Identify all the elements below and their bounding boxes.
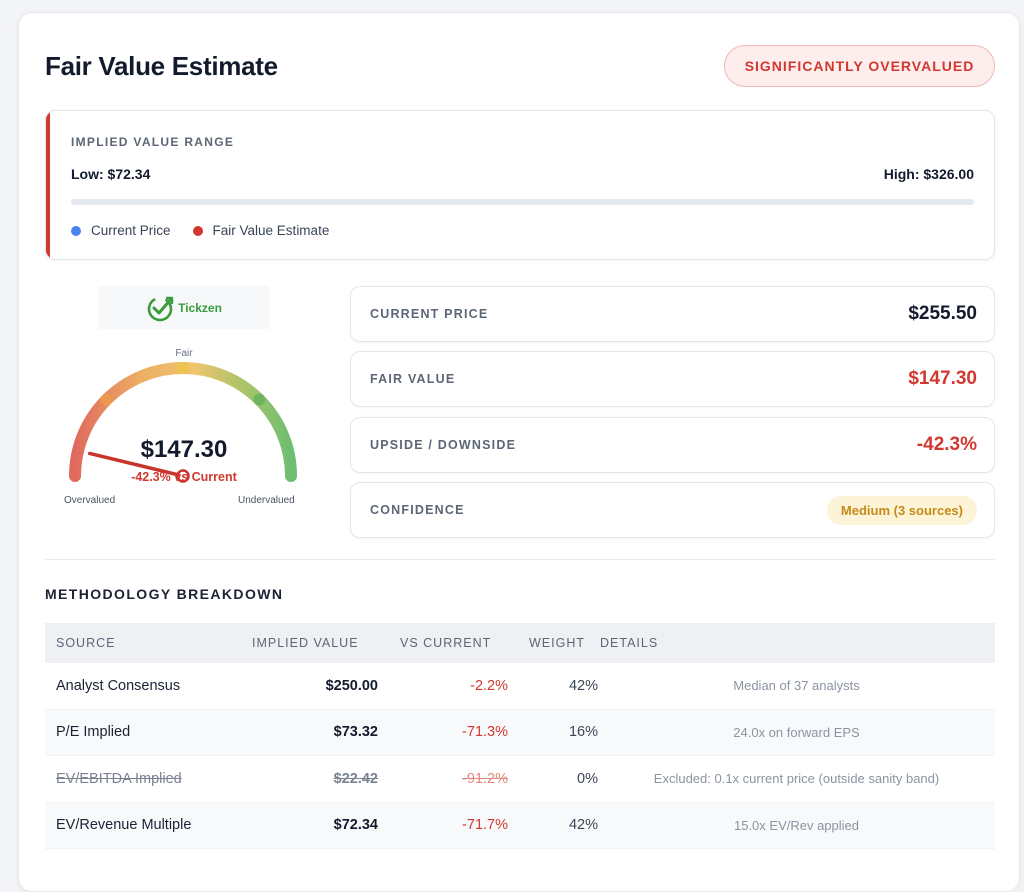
range-legend: Current Price Fair Value Estimate [71, 223, 329, 238]
valuation-status-badge: SIGNIFICANTLY OVERVALUED [724, 45, 995, 87]
cell-weight: 16% [568, 724, 598, 741]
cell-weight: 42% [568, 677, 598, 694]
gauge-dial [69, 362, 297, 483]
cell-weight: 0% [577, 770, 598, 787]
cell-details: Median of 37 analysts [733, 678, 860, 694]
methodology-table: SOURCE IMPLIED VALUE VS CURRENT WEIGHT D… [45, 623, 995, 849]
cell-source: P/E Implied [56, 724, 131, 741]
column-header-source: SOURCE [56, 636, 116, 650]
legend-dot-red [192, 225, 203, 236]
legend-item-current-price: Current Price [71, 223, 171, 238]
confidence-badge: Medium (3 sources) [826, 495, 977, 525]
cell-weight: 42% [568, 817, 598, 834]
cell-implied-value: $72.34 [333, 817, 378, 834]
gauge-overvalued-label: Overvalued [64, 495, 116, 506]
column-header-implied-value: IMPLIED VALUE [252, 636, 359, 650]
gauge-tick-left [100, 393, 113, 406]
metric-label: UPSIDE / DOWNSIDE [370, 438, 517, 452]
table-row: P/E Implied $73.32 -71.3% 16% 24.0x on f… [45, 709, 995, 756]
table-row: EV/Revenue Multiple $72.34 -71.7% 42% 15… [45, 802, 995, 849]
metric-confidence: CONFIDENCE Medium (3 sources) [350, 482, 995, 538]
metric-label: CONFIDENCE [370, 503, 465, 517]
page-title: Fair Value Estimate [45, 51, 278, 81]
metric-value: $255.50 [908, 303, 977, 324]
legend-label: Fair Value Estimate [212, 223, 330, 238]
column-header-details: DETAILS [600, 636, 659, 650]
gauge-undervalued-label: Undervalued [238, 495, 295, 506]
range-track [71, 199, 974, 205]
table-header: SOURCE IMPLIED VALUE VS CURRENT WEIGHT D… [45, 623, 995, 663]
metric-upside-downside: UPSIDE / DOWNSIDE -42.3% [350, 417, 995, 473]
legend-item-fair-value: Fair Value Estimate [192, 223, 330, 238]
gauge-value: $147.30 [140, 436, 228, 463]
cell-implied-value: $73.32 [333, 724, 378, 741]
range-low-label: Low: $72.34 [71, 166, 151, 182]
gauge-tick-right [253, 393, 266, 406]
cell-details: Excluded: 0.1x current price (outside sa… [653, 771, 940, 787]
implied-value-range-panel: IMPLIED VALUE RANGE Low: $72.34 High: $3… [45, 110, 995, 260]
fair-value-gauge: Fair $147.30 -42.3% vs Current Overvalue… [59, 343, 309, 506]
tickzen-logo: Tickzen [98, 286, 269, 329]
gauge-fair-label: Fair [175, 348, 193, 359]
metric-fair-value: FAIR VALUE $147.30 [350, 351, 995, 407]
cell-details: 24.0x on forward EPS [733, 724, 860, 740]
metric-current-price: CURRENT PRICE $255.50 [350, 286, 995, 342]
column-header-weight: WEIGHT [529, 636, 585, 650]
legend-label: Current Price [91, 223, 171, 238]
metric-value: -42.3% [916, 434, 977, 455]
fair-value-card: Fair Value Estimate SIGNIFICANTLY OVERVA… [18, 12, 1020, 892]
methodology-title: METHODOLOGY BREAKDOWN [45, 586, 284, 602]
cell-source: Analyst Consensus [56, 677, 181, 694]
cell-implied-value: $22.42 [333, 770, 378, 787]
gauge-subtitle: -42.3% vs Current [131, 470, 237, 484]
cell-source: EV/Revenue Multiple [56, 817, 192, 834]
gauge-pivot [176, 469, 190, 483]
cell-vs-current: -71.3% [462, 724, 508, 741]
metric-label: FAIR VALUE [370, 372, 456, 386]
cell-vs-current: -91.2% [462, 770, 508, 787]
table-row-excluded: EV/EBITDA Implied $22.42 -91.2% 0% Exclu… [45, 756, 995, 803]
cell-vs-current: -2.2% [470, 677, 508, 694]
range-high-label: High: $326.00 [883, 166, 974, 182]
column-header-vs-current: VS CURRENT [400, 636, 492, 650]
table-row: Analyst Consensus $250.00 -2.2% 42% Medi… [45, 663, 995, 710]
section-divider [45, 559, 995, 560]
cell-source: EV/EBITDA Implied [56, 770, 182, 787]
metric-label: CURRENT PRICE [370, 307, 489, 321]
gauge-needle [87, 451, 185, 478]
cell-vs-current: -71.7% [462, 817, 508, 834]
cell-implied-value: $250.00 [325, 677, 378, 694]
gauge-tick-center [177, 362, 189, 374]
cell-details: 15.0x EV/Rev applied [733, 817, 860, 833]
range-section-label: IMPLIED VALUE RANGE [71, 135, 235, 149]
legend-dot-blue [71, 225, 81, 236]
logo-text: Tickzen [178, 300, 222, 315]
metric-value: $147.30 [908, 368, 977, 389]
check-circle-icon [147, 296, 174, 321]
